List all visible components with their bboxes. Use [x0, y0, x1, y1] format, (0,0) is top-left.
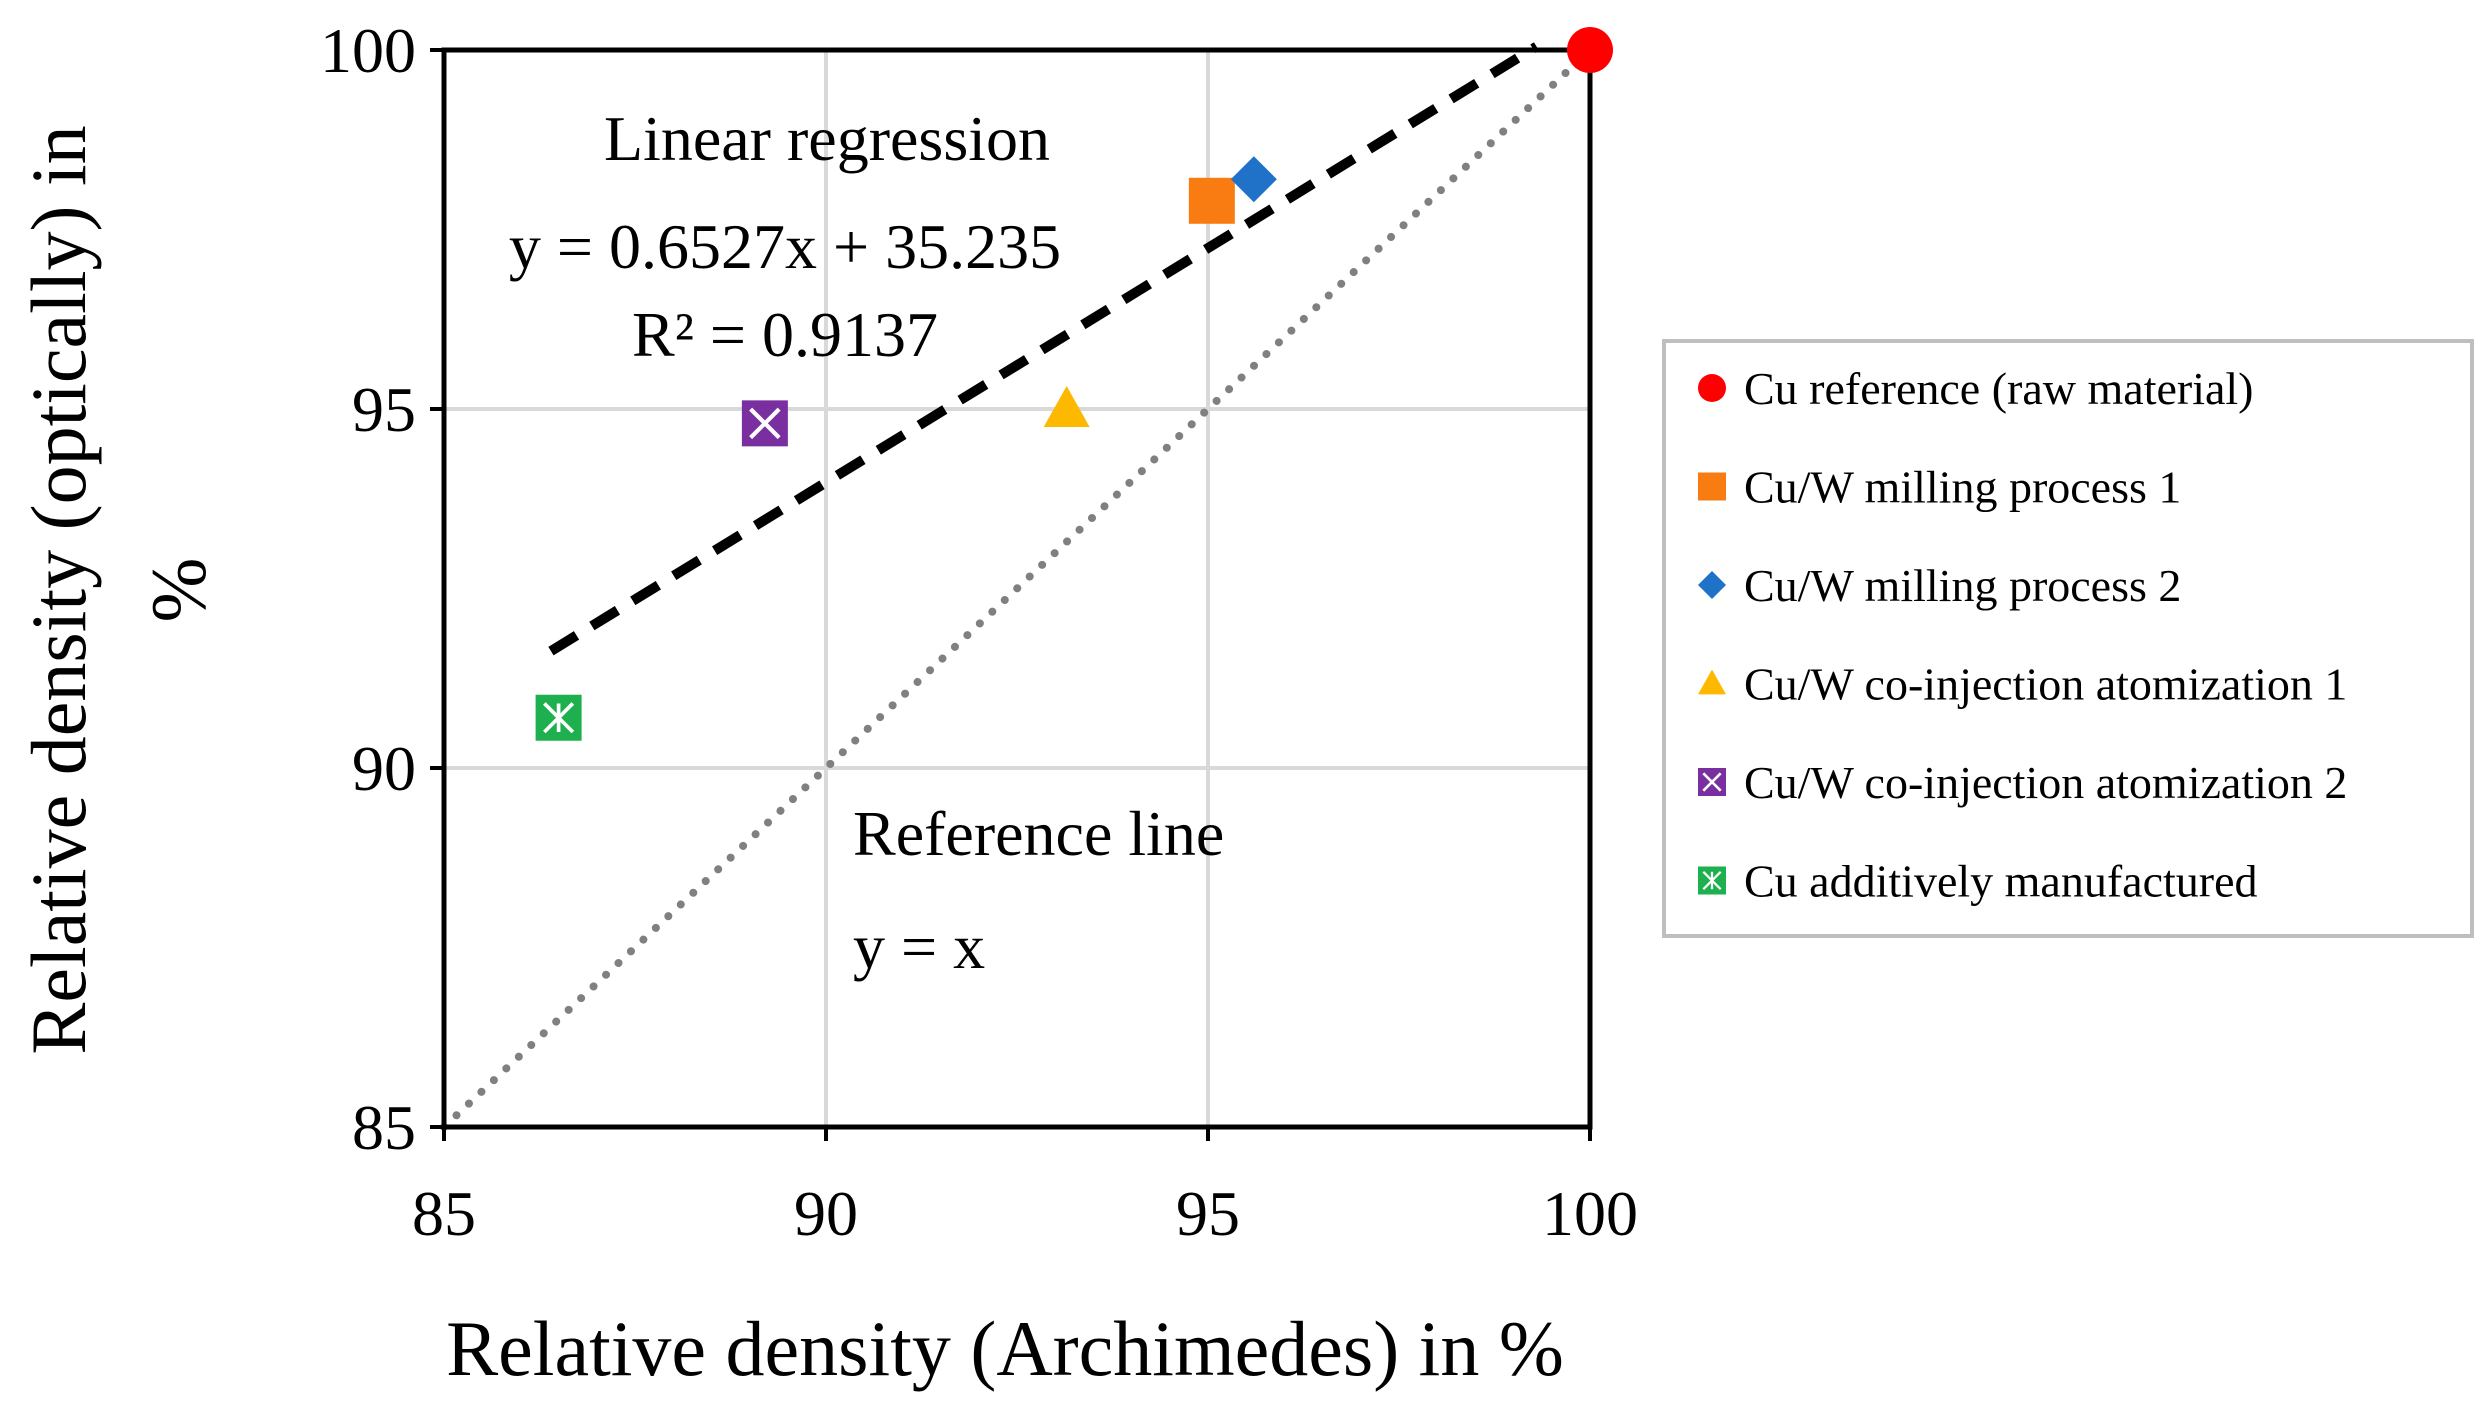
axis-ticks: 85 90 95 100 85 90 95 100	[320, 15, 1638, 1249]
data-point	[1043, 386, 1090, 427]
legend: Cu reference (raw material) Cu/W milling …	[1662, 339, 2474, 938]
data-point	[1567, 27, 1613, 73]
regression-title-label: Linear regression	[604, 103, 1050, 174]
x-tick-label: 90	[794, 1178, 858, 1249]
data-points	[535, 27, 1613, 741]
regression-equation-label: y = 0.6527x + 35.235	[509, 211, 1061, 282]
regression-line	[548, 42, 1540, 656]
legend-label: Cu/W co-injection atomization 2	[1744, 757, 2347, 808]
marker-cross	[749, 407, 781, 440]
x-tick-label: 85	[412, 1178, 476, 1249]
y-tick-label: 85	[352, 1092, 416, 1163]
legend-marker	[1698, 768, 1726, 796]
y-axis-title-line-1: Relative density (optically) in	[15, 125, 102, 1054]
gridlines	[444, 50, 1590, 1127]
regression-r2-label: R² = 0.9137	[632, 299, 938, 370]
legend-label: Cu additively manufactured	[1744, 856, 2258, 907]
legend-label: Cu/W co-injection atomization 1	[1744, 659, 2347, 710]
data-point	[535, 694, 582, 741]
reference-line	[440, 46, 1594, 1131]
plot-frame	[441, 47, 1593, 1130]
y-tick-label: 90	[352, 733, 416, 804]
legend-marker	[1698, 866, 1726, 895]
y-tick-label: 100	[320, 15, 416, 86]
x-tick-label: 95	[1176, 1178, 1240, 1249]
legend-marker	[1698, 571, 1726, 599]
y-axis-title: Relative density (optically) in %	[15, 125, 222, 1054]
data-point	[1230, 156, 1277, 203]
legend-item: Cu/W co-injection atomization 2	[1698, 757, 2347, 808]
legend-label: Cu/W milling process 2	[1744, 560, 2181, 611]
legend-item: Cu/W co-injection atomization 1	[1698, 659, 2347, 710]
legend-marker	[1698, 374, 1726, 402]
y-axis-title-line-2: %	[135, 558, 222, 623]
legend-label: Cu/W milling process 1	[1744, 462, 2181, 513]
legend-marker	[1698, 669, 1726, 695]
reference-line-title-label: Reference line	[853, 798, 1224, 869]
x-tick-label: 100	[1542, 1178, 1638, 1249]
marker-cross	[1702, 772, 1722, 792]
legend-item: Cu/W milling process 2	[1698, 560, 2181, 611]
legend-label: Cu reference (raw material)	[1744, 363, 2254, 414]
legend-item: Cu reference (raw material)	[1698, 363, 2254, 414]
reference-line-group	[440, 46, 1594, 1131]
data-point	[1188, 177, 1235, 224]
legend-marker	[1698, 472, 1726, 501]
x-axis-title: Relative density (Archimedes) in %	[446, 1305, 1564, 1392]
reference-line-equation-label: y = x	[853, 911, 985, 982]
legend-box	[1662, 339, 2474, 938]
regression-line-group	[548, 42, 1540, 656]
legend-item: Cu additively manufactured	[1698, 856, 2258, 907]
data-point	[741, 400, 788, 447]
y-tick-label: 95	[352, 374, 416, 445]
legend-item: Cu/W milling process 1	[1698, 462, 2181, 513]
